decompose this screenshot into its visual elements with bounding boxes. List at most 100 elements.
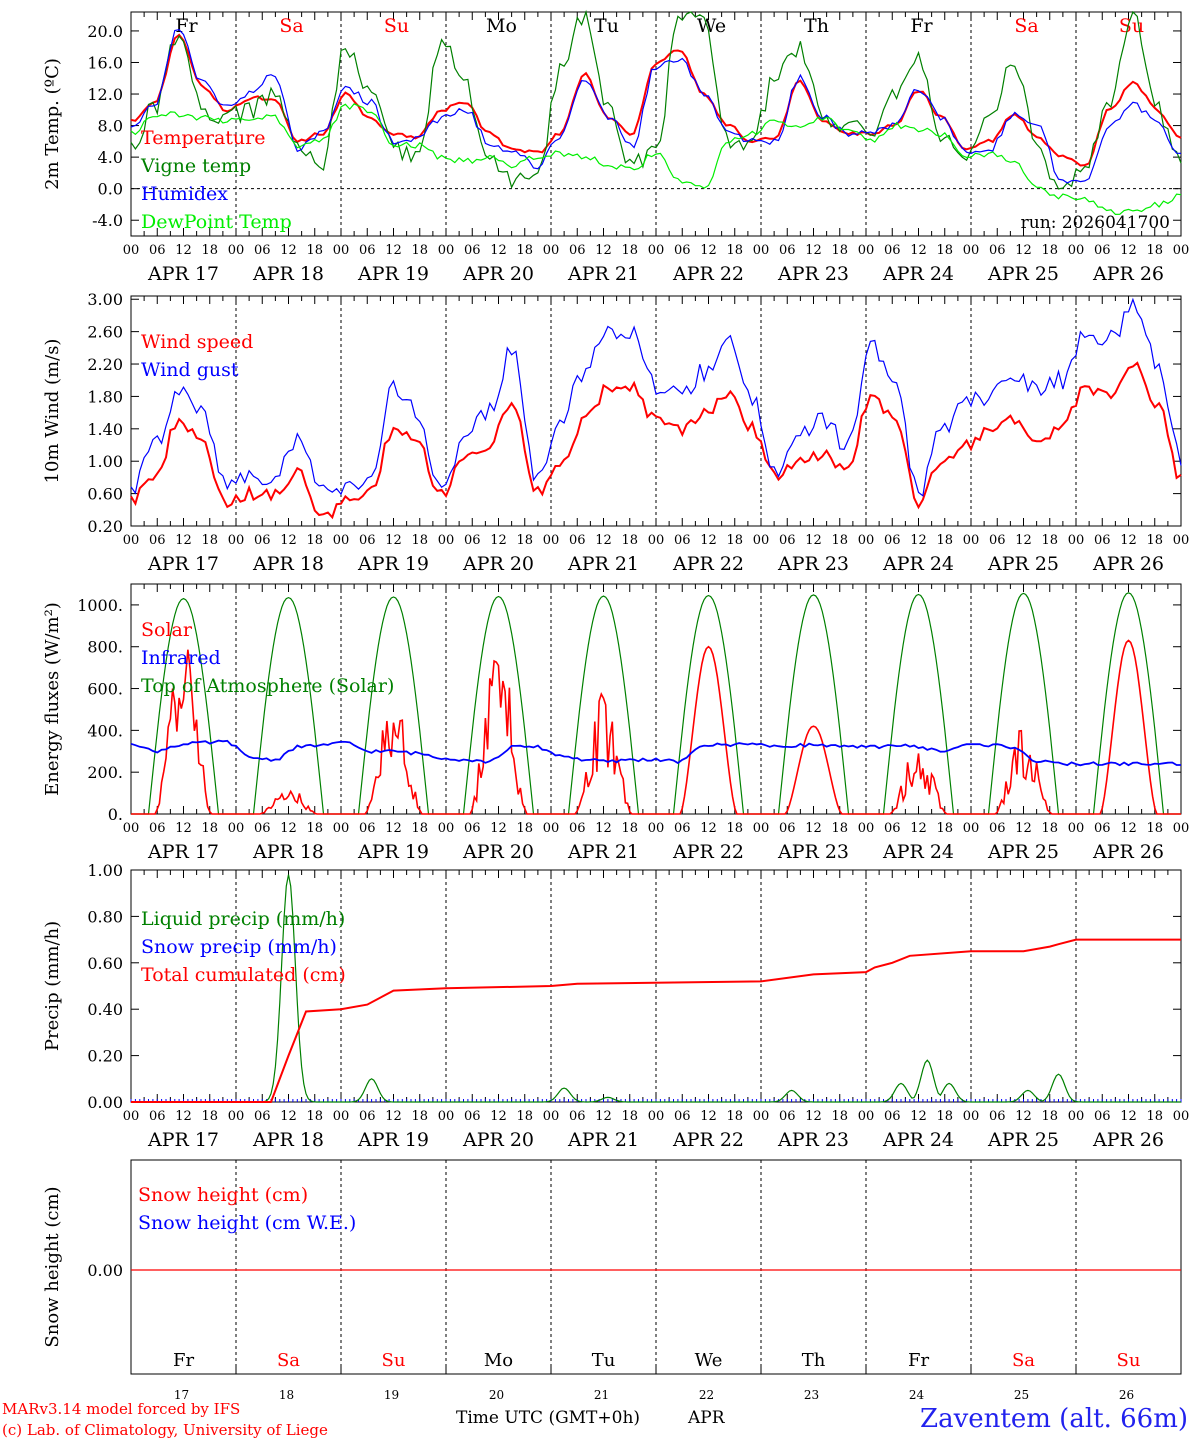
hour-tick-label: 18 — [516, 243, 533, 258]
day-label: APR 21 — [567, 1129, 639, 1151]
y-tick-label: 800. — [87, 638, 123, 657]
weekday-label: Sa — [277, 1350, 300, 1371]
hour-tick-label: 12 — [805, 1109, 822, 1124]
hour-tick-label: 18 — [726, 533, 743, 548]
hour-tick-label: 00 — [1068, 243, 1085, 258]
y-tick-label: 3.00 — [87, 290, 123, 309]
hour-tick-label: 12 — [595, 243, 612, 258]
day-label: APR 22 — [672, 1129, 744, 1151]
weekday-label: Th — [804, 15, 829, 37]
hour-tick-label: 18 — [936, 1109, 953, 1124]
hour-tick-label: 12 — [910, 821, 927, 836]
hour-tick-label: 00 — [438, 1109, 455, 1124]
day-number: 17 — [174, 1388, 189, 1402]
hour-tick-label: 06 — [359, 1109, 376, 1124]
weekday-label: Fr — [173, 1350, 194, 1371]
hour-tick-label: 18 — [936, 533, 953, 548]
hour-tick-label: 18 — [201, 1109, 218, 1124]
hour-tick-label: 18 — [621, 533, 638, 548]
y-tick-label: 0.40 — [87, 1000, 123, 1019]
day-label: APR 17 — [147, 263, 219, 285]
hour-tick-label: 00 — [1173, 821, 1190, 836]
hour-tick-label: 06 — [359, 821, 376, 836]
hour-tick-label: 18 — [1146, 1109, 1163, 1124]
day-label: APR 26 — [1092, 553, 1164, 575]
y-tick-label: 0.00 — [87, 1093, 123, 1112]
weekday-label: Th — [802, 1350, 826, 1371]
hour-tick-label: 06 — [149, 533, 166, 548]
series-solar-line — [131, 639, 1181, 815]
hour-tick-label: 06 — [569, 533, 586, 548]
hour-tick-label: 18 — [411, 821, 428, 836]
hour-tick-label: 00 — [963, 1109, 980, 1124]
run-label: run: 2026041700 — [1021, 213, 1170, 233]
hour-tick-label: 18 — [201, 533, 218, 548]
day-label: APR 23 — [777, 263, 849, 285]
y-tick-label: 1.80 — [87, 387, 123, 406]
series-liquid-precip-line — [131, 874, 1181, 1103]
y-tick-label: 600. — [87, 680, 123, 699]
weekday-label: Su — [382, 1350, 406, 1371]
hour-tick-label: 00 — [648, 533, 665, 548]
hour-tick-label: 06 — [254, 821, 271, 836]
hour-tick-label: 18 — [306, 1109, 323, 1124]
series-total-cumulated-line — [131, 938, 1181, 1103]
hour-tick-label: 18 — [1146, 821, 1163, 836]
day-label: APR 24 — [882, 1129, 954, 1151]
day-label: APR 20 — [462, 553, 534, 575]
hour-tick-label: 12 — [175, 243, 192, 258]
hour-tick-label: 12 — [385, 1109, 402, 1124]
hour-tick-label: 12 — [1015, 533, 1032, 548]
day-label: APR 24 — [882, 263, 954, 285]
hour-tick-label: 06 — [674, 1109, 691, 1124]
y-tick-label: 1.00 — [87, 861, 123, 880]
y-tick-label: 12.0 — [87, 85, 123, 104]
day-label: APR 19 — [357, 841, 429, 863]
hour-tick-label: 18 — [306, 533, 323, 548]
hour-tick-label: 06 — [1094, 821, 1111, 836]
hour-tick-label: 06 — [989, 243, 1006, 258]
station-name: Zaventem (alt. 66m) — [920, 1404, 1188, 1434]
day-label: APR 19 — [357, 1129, 429, 1151]
hour-tick-label: 18 — [516, 1109, 533, 1124]
hour-tick-label: 06 — [569, 1109, 586, 1124]
hour-tick-label: 06 — [464, 533, 481, 548]
hour-tick-label: 00 — [648, 1109, 665, 1124]
hour-tick-label: 00 — [228, 821, 245, 836]
day-label: APR 17 — [147, 1129, 219, 1151]
hour-tick-label: 06 — [254, 1109, 271, 1124]
hour-tick-label: 00 — [963, 243, 980, 258]
hour-tick-label: 12 — [595, 533, 612, 548]
hour-tick-label: 12 — [385, 243, 402, 258]
hour-tick-label: 18 — [726, 243, 743, 258]
hour-tick-label: 00 — [438, 243, 455, 258]
day-label: APR 26 — [1092, 263, 1164, 285]
hour-tick-label: 12 — [280, 243, 297, 258]
hour-tick-label: 18 — [1041, 533, 1058, 548]
weekday-label: Fr — [910, 15, 933, 37]
legend-entry: DewPoint Temp — [141, 211, 292, 233]
hour-tick-label: 18 — [516, 533, 533, 548]
day-label: APR 23 — [777, 553, 849, 575]
hour-tick-label: 00 — [228, 1109, 245, 1124]
hour-tick-label: 06 — [1094, 1109, 1111, 1124]
legend-entry: Wind speed — [141, 331, 253, 353]
day-label: APR 22 — [672, 263, 744, 285]
hour-tick-label: 00 — [858, 533, 875, 548]
day-number: 24 — [909, 1388, 925, 1402]
y-tick-label: 400. — [87, 721, 123, 740]
y-tick-label: 0.20 — [87, 1047, 123, 1066]
hour-tick-label: 18 — [411, 533, 428, 548]
series-infrared-line — [130, 739, 1181, 767]
hour-tick-label: 06 — [779, 533, 796, 548]
y-tick-label: 0. — [108, 805, 123, 824]
hour-tick-label: 06 — [569, 821, 586, 836]
hour-tick-label: 00 — [333, 533, 350, 548]
weekday-label: Mo — [484, 1350, 513, 1371]
y-axis-label: Snow height (cm) — [42, 1186, 63, 1347]
hour-tick-label: 06 — [989, 821, 1006, 836]
series-dewpoint-temp-line — [130, 103, 1182, 216]
hour-tick-label: 00 — [1068, 1109, 1085, 1124]
day-label: APR 19 — [357, 553, 429, 575]
